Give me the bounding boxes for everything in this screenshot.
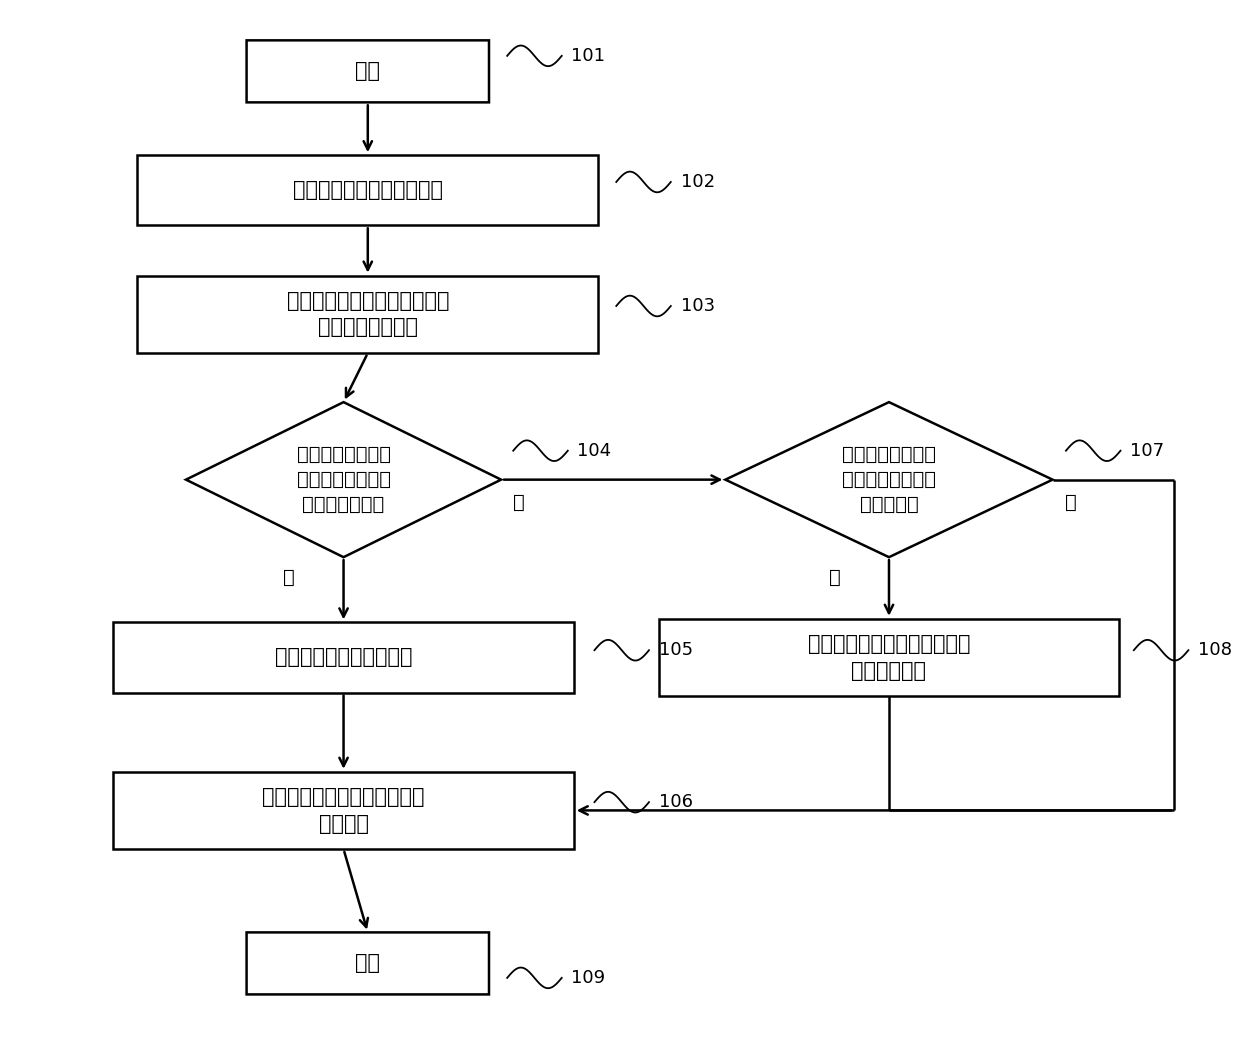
Bar [113,622,574,693]
Bar [138,275,598,353]
Text: 102: 102 [681,173,714,191]
Bar [113,772,574,849]
Text: 向父内存池发送内存请求: 向父内存池发送内存请求 [275,647,412,668]
Text: 否: 否 [513,493,526,512]
Text: 子内存池的内存大
小是否能够满足系
统当前的需要？: 子内存池的内存大 小是否能够满足系 统当前的需要？ [296,445,391,514]
Text: 104: 104 [578,442,611,460]
Text: 开始: 开始 [356,61,381,81]
Text: 101: 101 [572,47,605,65]
Text: 是: 是 [828,568,841,588]
Text: 108: 108 [1198,641,1233,660]
Text: 否: 否 [1065,493,1076,512]
Text: 105: 105 [658,641,693,660]
FancyBboxPatch shape [247,933,489,994]
Text: 109: 109 [572,969,605,987]
Bar [138,155,598,225]
Text: 基于所有内存创建父内存池: 基于所有内存创建父内存池 [293,180,443,200]
Text: 子内存池当前可用
内存大小是否大于
预定大小？: 子内存池当前可用 内存大小是否大于 预定大小？ [842,445,936,514]
Text: 从父内存池占用预定大小的内
存以创建子内存池: 从父内存池占用预定大小的内 存以创建子内存池 [286,291,449,338]
Polygon shape [725,402,1053,557]
Text: 是: 是 [283,568,295,588]
Text: 结束: 结束 [356,953,381,973]
Text: 103: 103 [681,297,714,315]
Text: 子内存池接收父内存池分配的
新的内存: 子内存池接收父内存池分配的 新的内存 [263,787,425,834]
Text: 将父内存池分配的新的内存返
回给父内存池: 将父内存池分配的新的内存返 回给父内存池 [807,635,970,680]
Bar [658,619,1120,696]
FancyBboxPatch shape [247,41,489,102]
Polygon shape [186,402,501,557]
Text: 107: 107 [1130,442,1164,460]
Text: 106: 106 [658,793,693,811]
